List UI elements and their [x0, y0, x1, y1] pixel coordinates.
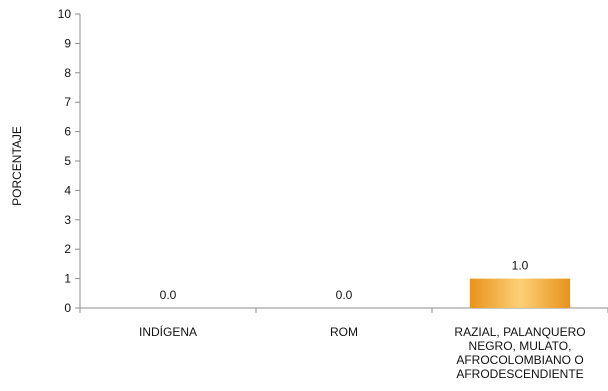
y-tick-label: 0	[64, 301, 71, 315]
y-tick-label: 7	[64, 95, 71, 109]
y-tick-label: 4	[64, 183, 71, 197]
category-label-line: AFROCOLOMBIANO O	[456, 353, 583, 367]
category-label-line: INDÍGENA	[139, 324, 197, 339]
y-tick-label: 3	[64, 213, 71, 227]
category-label-line: RAZIAL, PALANQUERO	[454, 325, 585, 339]
category-label: INDÍGENA	[139, 324, 197, 339]
data-label: 1.0	[512, 259, 529, 273]
category-label: RAZIAL, PALANQUERO NEGRO, MULATO, AFROCOLO…	[454, 325, 585, 381]
y-tick-label: 10	[58, 7, 72, 21]
y-tick-label: 8	[64, 66, 71, 80]
y-axis: 0 1 2 3 4 5 6 7 8 9 10	[58, 7, 81, 315]
y-tick-label: 9	[64, 36, 71, 50]
data-label: 0.0	[160, 288, 177, 302]
category-label-line: ROM	[330, 325, 358, 339]
bar	[469, 278, 571, 308]
category-label-line: NEGRO, MULATO,	[469, 339, 572, 353]
data-labels: 0.0 0.0 1.0	[160, 259, 529, 302]
bars	[469, 278, 571, 308]
y-axis-title: PORCENTAJE	[10, 126, 24, 206]
y-tick-label: 6	[64, 125, 71, 139]
y-tick-label: 5	[64, 154, 71, 168]
y-tick-label: 1	[64, 272, 71, 286]
x-axis	[79, 307, 608, 313]
data-label: 0.0	[336, 288, 353, 302]
category-labels: INDÍGENA ROM RAZIAL, PALANQUERO NEGRO, MULA…	[139, 324, 586, 381]
category-label: ROM	[330, 325, 358, 339]
y-tick-label: 2	[64, 242, 71, 256]
category-label-line: AFRODESCENDIENTE	[456, 367, 583, 381]
